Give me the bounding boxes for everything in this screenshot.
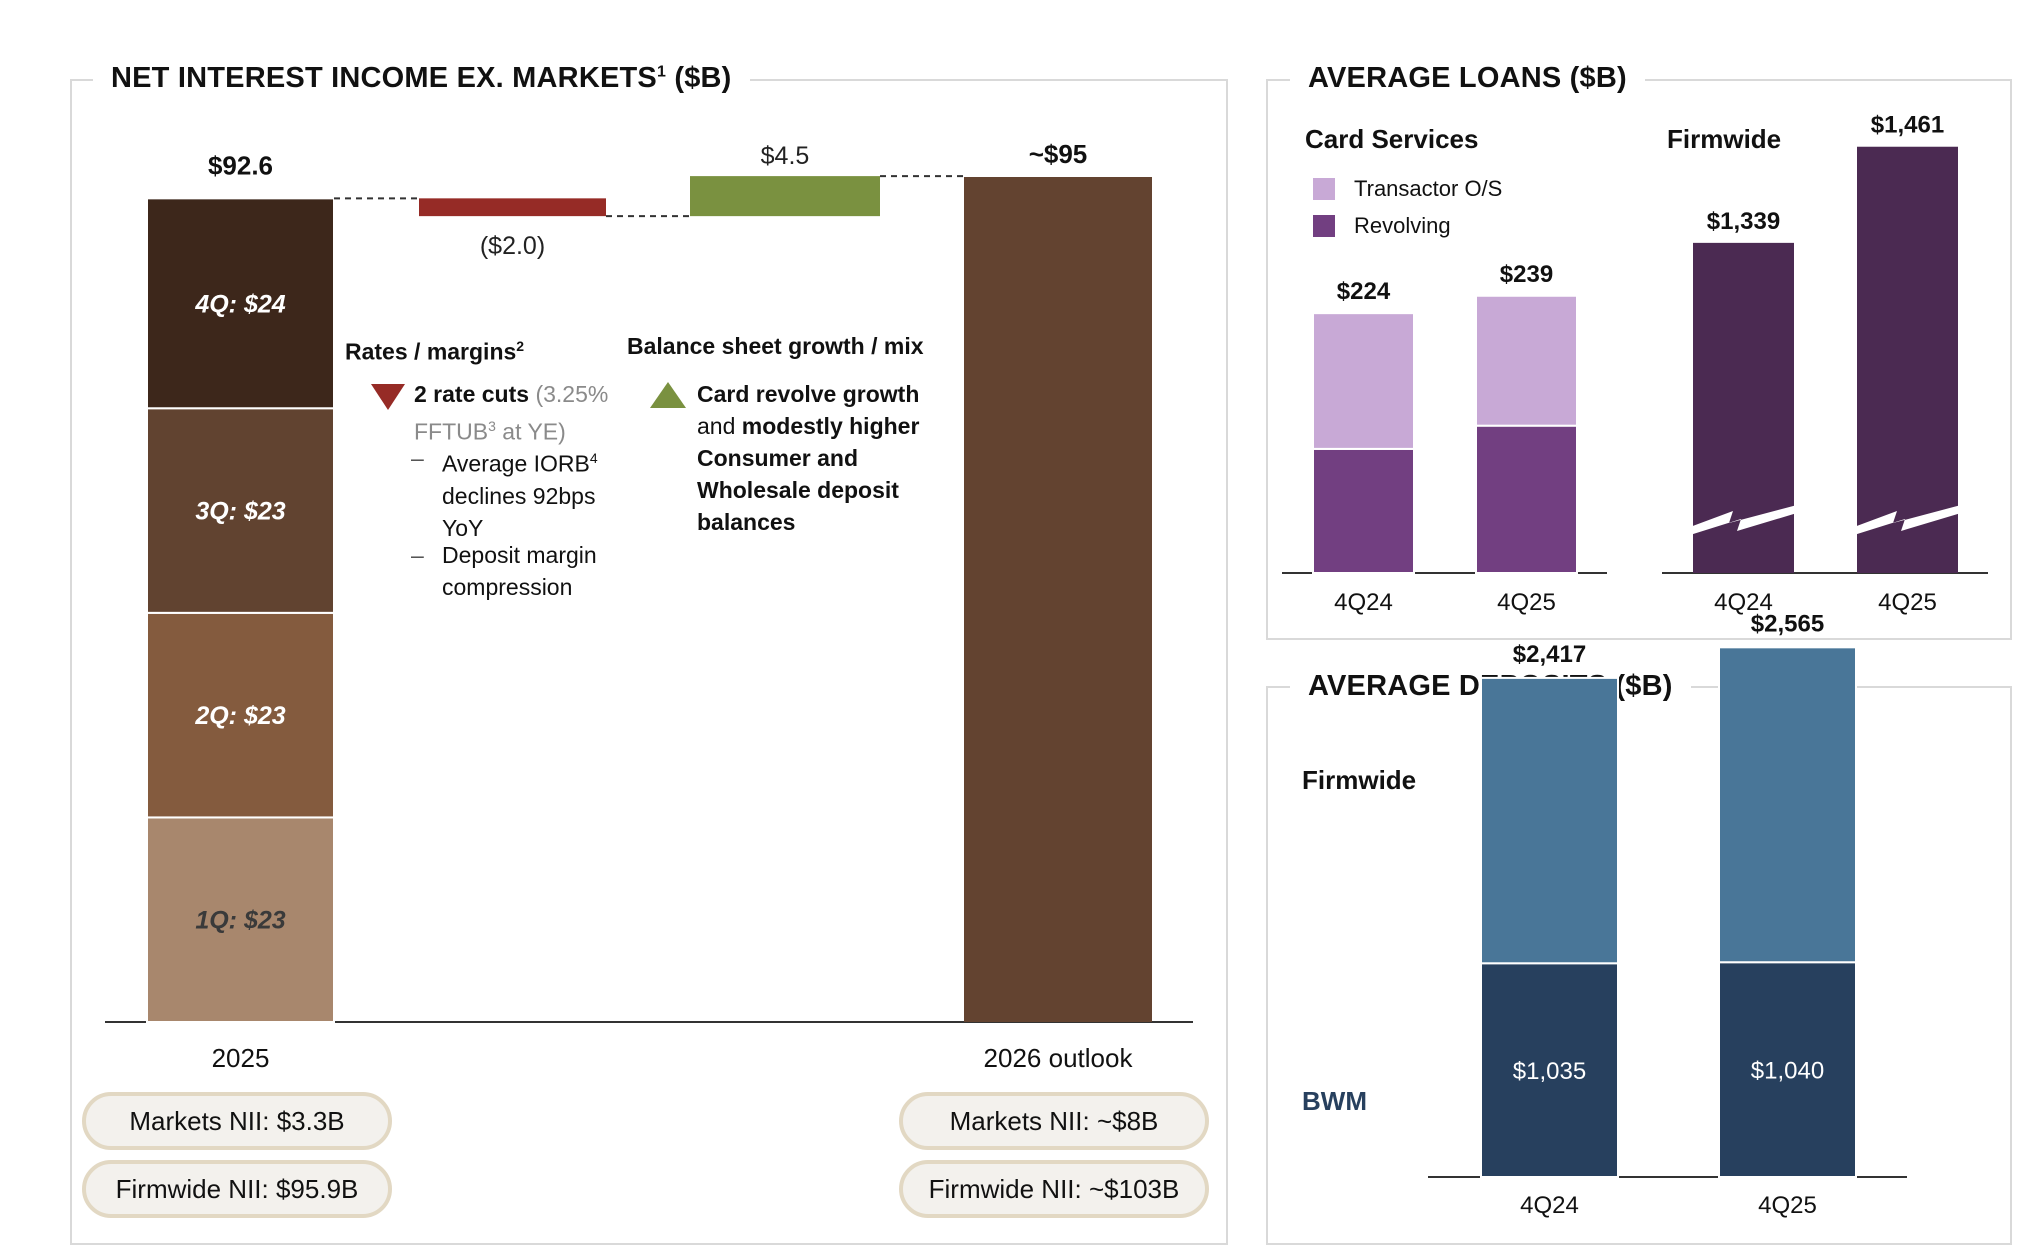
axis-break-icon xyxy=(1854,505,1961,535)
rates-sub-1: Average IORB4 declines 92bps YoY xyxy=(442,450,598,541)
nii-waterfall-chart: 1Q: $23 2Q: $23 3Q: $23 4Q: $24 $92.6 ($2.0) $… xyxy=(105,139,1193,1073)
deposit-bwm-label-4Q24: $1,035 xyxy=(1513,1058,1586,1085)
bar-2025-q3 xyxy=(146,407,335,614)
balance-heading: Balance sheet growth / mix xyxy=(627,333,924,359)
card-total-4Q25: $239 xyxy=(1500,261,1553,288)
rates-bullet: 2 rate cuts (3.25% FFTUB3 at YE) xyxy=(414,381,609,445)
firm-x-label-4Q25: 4Q25 xyxy=(1878,589,1937,616)
axis-break-icon xyxy=(1690,505,1797,535)
card-x-label-4Q25: 4Q25 xyxy=(1497,589,1556,616)
deposit-x-label-4Q24: 4Q24 xyxy=(1520,1192,1579,1219)
step-label-2: $4.5 xyxy=(761,142,810,170)
card-total-4Q24: $224 xyxy=(1337,278,1391,305)
loans-title: AVERAGE LOANS ($B) xyxy=(1290,62,1645,95)
balance-bullet: Card revolve growth and modestly higher … xyxy=(697,381,920,535)
rates-sub-dash-2: – xyxy=(411,542,424,568)
nii-title: NET INTEREST INCOME EX. MARKETS1 ($B) xyxy=(93,62,750,95)
card-services-heading: Card Services xyxy=(1305,124,1479,154)
deposits-firmwide-label: Firmwide xyxy=(1302,765,1417,795)
deposit-bwm-label-4Q25: $1,040 xyxy=(1751,1058,1824,1085)
bar-2026-outlook xyxy=(964,177,1152,1022)
deposit-bar-4Q24-firmwide xyxy=(1480,676,1619,965)
deposit-x-label-4Q25: 4Q25 xyxy=(1758,1192,1817,1219)
bar-label-2025-q2: 2Q: $23 xyxy=(194,702,285,730)
rates-sub-2: Deposit margin compression xyxy=(442,542,597,600)
card-bar-4Q24-revolving xyxy=(1312,447,1415,575)
card-bar-4Q25-transactoros xyxy=(1475,294,1578,427)
total-label-2025: $92.6 xyxy=(208,150,273,180)
pill-firmwide-nii-2026: Firmwide NII: ~$103B xyxy=(899,1160,1209,1218)
rates-heading: Rates / margins2 xyxy=(345,338,525,365)
rates-sub-dash-1: – xyxy=(411,445,424,471)
step-label-1: ($2.0) xyxy=(480,232,545,260)
bar-2025-q1 xyxy=(146,816,335,1024)
deposits-bwm-label: BWM xyxy=(1302,1086,1367,1116)
legend-label-transactor: Transactor O/S xyxy=(1354,176,1503,201)
bar-label-2025-q3: 3Q: $23 xyxy=(195,498,285,526)
step-bar-2 xyxy=(690,176,880,217)
x-label-2025: 2025 xyxy=(212,1043,270,1073)
legend-swatch-transactor xyxy=(1313,178,1335,200)
x-label-2026-outlook: 2026 outlook xyxy=(984,1043,1134,1073)
firm-total-4Q24: $1,339 xyxy=(1707,208,1780,235)
total-label-2026: ~$95 xyxy=(1029,139,1088,169)
bar-label-2025-q1: 1Q: $23 xyxy=(195,907,285,935)
firm-total-4Q25: $1,461 xyxy=(1871,112,1944,139)
card-x-label-4Q24: 4Q24 xyxy=(1334,589,1393,616)
deposit-total-4Q24: $2,417 xyxy=(1513,641,1586,668)
legend-label-revolving: Revolving xyxy=(1354,213,1451,238)
firmwide-loans-heading: Firmwide xyxy=(1667,124,1782,154)
card-bar-4Q24-transactoros xyxy=(1312,312,1415,450)
legend-swatch-revolving xyxy=(1313,215,1335,237)
down-triangle-icon xyxy=(371,384,405,410)
loans-charts: $224 4Q24 $239 4Q25 $1,339 4Q24 $1,461 4Q25 xyxy=(1282,112,1988,616)
firm-x-label-4Q24: 4Q24 xyxy=(1714,589,1773,616)
pill-markets-nii-2025: Markets NII: $3.3B xyxy=(82,1092,392,1150)
step-bar-1 xyxy=(419,198,606,217)
deposit-total-4Q25: $2,565 xyxy=(1751,610,1824,637)
up-triangle-icon xyxy=(650,382,686,408)
firm-bar-4Q25 xyxy=(1857,146,1958,573)
deposit-bar-4Q25-firmwide xyxy=(1718,646,1857,964)
pill-markets-nii-2026: Markets NII: ~$8B xyxy=(899,1092,1209,1150)
bar-label-2025-q4: 4Q: $24 xyxy=(194,290,285,318)
bar-2025-q4 xyxy=(146,197,335,410)
pill-firmwide-nii-2025: Firmwide NII: $95.9B xyxy=(82,1160,392,1218)
